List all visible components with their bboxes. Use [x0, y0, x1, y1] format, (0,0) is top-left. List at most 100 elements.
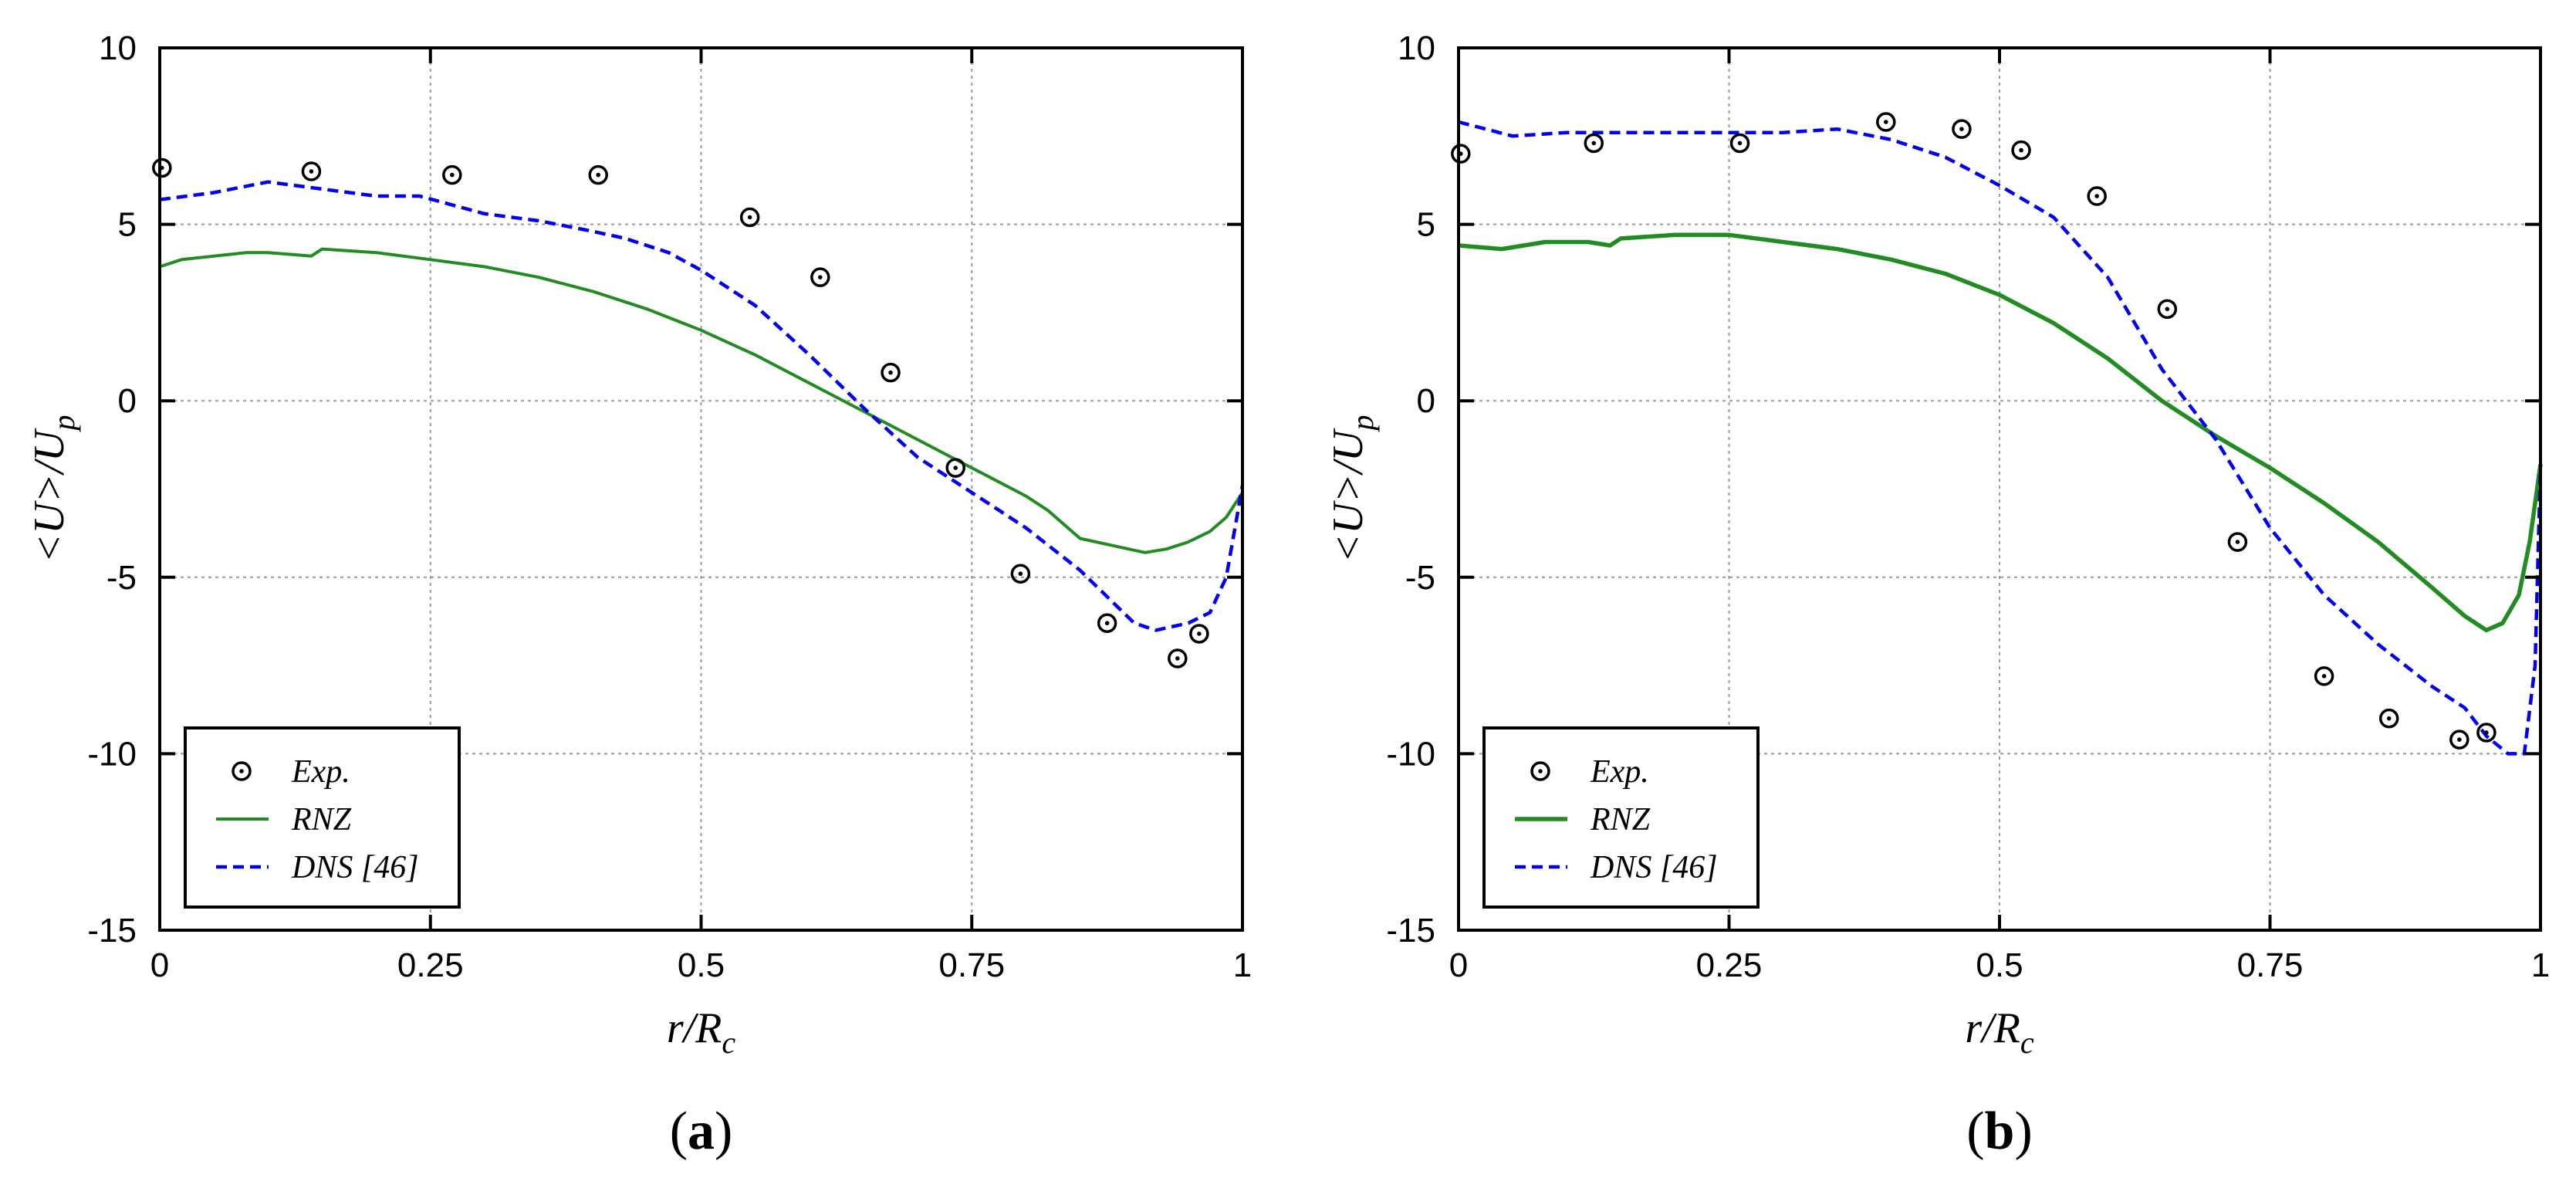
exp-marker-dot [1591, 140, 1597, 146]
legend-label-rnz: RNZ [291, 802, 352, 838]
y-tick-label: 10 [1398, 29, 1435, 67]
exp-marker-ring [2314, 666, 2334, 686]
exp-data-point [2087, 186, 2107, 206]
exp-marker-ring [1952, 119, 1972, 139]
exp-marker-dot [2165, 306, 2170, 312]
exp-marker-dot [1737, 140, 1743, 146]
exp-data-point [1097, 613, 1117, 633]
exp-data-point [1952, 119, 1972, 139]
y-tick-label: 5 [1417, 206, 1435, 244]
exp-data-point [152, 157, 172, 178]
exp-marker-ring [2449, 729, 2470, 750]
legend: Exp. RNZ DNS [46] [184, 726, 461, 909]
x-axis-label: r/Rc [667, 1004, 736, 1060]
exp-marker-dot [1959, 127, 1964, 131]
exp-data-point [881, 362, 901, 383]
x-tick-label: 0 [1449, 946, 1468, 984]
exp-data-point [588, 164, 608, 185]
exp-marker-dot [2235, 540, 2240, 544]
panel-label: (b) [1966, 1102, 2033, 1161]
exp-marker-ring [301, 161, 322, 181]
exp-marker-dot [1883, 120, 1888, 124]
exp-marker-ring [152, 157, 172, 178]
exp-data-point [945, 458, 965, 478]
exp-marker-ring [1097, 613, 1117, 633]
chart-panel-a: 0 0.25 0.5 0.75 1 -15 -10 -5 0 5 10 r/Rc <U>/Up Exp. R… [25, 29, 1252, 1161]
exp-marker-ring [2378, 708, 2399, 729]
x-tick-label: 0 [150, 946, 169, 984]
x-tick-label: 0.5 [678, 946, 725, 984]
exp-marker-ring [588, 164, 608, 185]
exp-marker-dot [450, 172, 455, 178]
exp-marker-dot [818, 275, 823, 279]
x-tick-label: 1 [2531, 946, 2550, 984]
legend-label-dns-46: DNS [46] [1590, 850, 1718, 885]
legend: Exp. RNZ DNS [46] [1482, 726, 1760, 909]
exp-data-point [301, 161, 322, 181]
series-line-dns-46 [1458, 120, 2543, 756]
legend-marker-dot [1538, 769, 1543, 773]
y-tick-label: -10 [1386, 735, 1435, 773]
exp-marker-dot [747, 215, 752, 220]
legend-label-dns-46: DNS [46] [291, 850, 419, 885]
legend-label-exp: Exp. [291, 754, 350, 790]
exp-marker-ring [1876, 112, 1896, 132]
legend-label-exp: Exp. [1590, 754, 1649, 790]
exp-marker-ring [2011, 140, 2031, 161]
exp-data-point [1168, 648, 1188, 669]
exp-data-point [2449, 729, 2470, 750]
legend-marker-dot [239, 769, 244, 773]
y-tick-label: -10 [87, 735, 137, 773]
x-tick-label: 0.25 [1696, 946, 1763, 984]
series-line-rnz [1458, 232, 2543, 633]
exp-data-point [739, 207, 760, 228]
series-line-rnz [159, 247, 1244, 554]
exp-marker-ring [2157, 299, 2178, 320]
x-axis-label: r/Rc [1965, 1004, 2034, 1060]
exp-data-point [1729, 133, 1750, 154]
exp-marker-ring [810, 267, 830, 287]
exp-marker-ring [881, 362, 901, 383]
legend-marker-exp [232, 761, 252, 781]
exp-marker-ring [2087, 186, 2107, 206]
exp-marker-dot [1175, 656, 1180, 661]
exp-marker-dot [2321, 674, 2327, 679]
y-axis-label: <U>/Up [1324, 415, 1380, 563]
y-tick-label: -15 [1386, 912, 1435, 950]
legend-marker-exp [1530, 761, 1550, 781]
y-axis-label: <U>/Up [25, 415, 81, 563]
exp-marker-ring [2476, 723, 2497, 743]
exp-marker-dot [953, 465, 958, 470]
exp-data-point [810, 267, 830, 287]
exp-data-point [442, 164, 462, 185]
x-tick-label: 0.5 [1976, 946, 2023, 984]
exp-data-point [1584, 133, 1604, 154]
exp-marker-ring [2227, 532, 2248, 552]
legend-label-rnz: RNZ [1590, 802, 1651, 838]
exp-marker-ring [442, 164, 462, 185]
exp-marker-ring [1451, 144, 1471, 164]
y-tick-label: 0 [1417, 382, 1435, 420]
exp-data-point [1189, 624, 1209, 644]
panel-label: (a) [670, 1102, 733, 1161]
exp-data-point [2157, 299, 2178, 320]
exp-marker-ring [1189, 624, 1209, 644]
exp-marker-dot [2019, 147, 2023, 153]
x-tick-label: 0.75 [2237, 946, 2304, 984]
exp-data-point [2011, 140, 2031, 161]
chart-panel-b: 0 0.25 0.5 0.75 1 -15 -10 -5 0 5 10 r/Rc <U>/Up Exp. R… [1324, 29, 2550, 1161]
y-tick-label: -5 [106, 559, 137, 597]
exp-marker-ring [1010, 564, 1031, 584]
exp-marker-ring [1729, 133, 1750, 154]
exp-data-point [2314, 666, 2334, 686]
exp-marker-dot [2457, 737, 2462, 742]
exp-marker-dot [1018, 571, 1023, 577]
y-tick-label: 0 [118, 382, 137, 420]
exp-marker-dot [596, 172, 601, 178]
exp-data-point [1010, 564, 1031, 584]
x-tick-label: 0.25 [397, 946, 464, 984]
exp-marker-dot [888, 370, 893, 375]
exp-data-point [1876, 112, 1896, 132]
y-tick-label: 5 [118, 206, 137, 244]
exp-marker-dot [1197, 631, 1202, 636]
